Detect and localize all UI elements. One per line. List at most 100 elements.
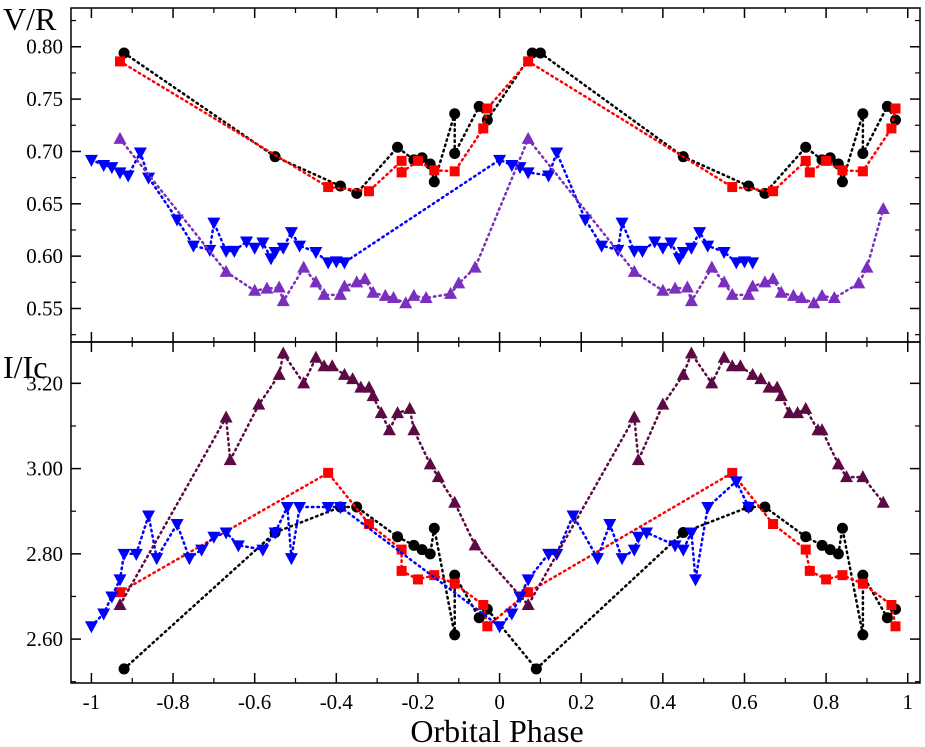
vr-point-triangle-down [717, 246, 731, 259]
ic-point-square [114, 587, 125, 598]
ic-point-square [482, 621, 493, 632]
vr-point-triangle-up [407, 288, 421, 301]
ic-point-circle [857, 569, 869, 581]
vr-point-triangle-down [219, 245, 233, 258]
ic-point-triangle-up [774, 389, 788, 402]
vr-point-circle [534, 47, 546, 59]
vr-point-triangle-up [260, 281, 274, 294]
vr-point-circle [449, 108, 461, 120]
ic-point-triangle-down [170, 519, 184, 532]
vr-point-triangle-up [297, 260, 311, 273]
ic-point-triangle-down [97, 608, 111, 621]
ic-point-triangle-down [231, 540, 245, 553]
vr-point-triangle-up [827, 291, 841, 304]
ic-point-triangle-down [603, 519, 617, 532]
vr-point-triangle-up [358, 272, 372, 285]
ic-point-square [323, 467, 334, 478]
vr-point-triangle-down [684, 242, 698, 255]
ic-point-triangle-up [374, 406, 388, 419]
vr-point-triangle-up [452, 276, 466, 289]
ic-point-triangle-up [815, 423, 829, 436]
vr-point-triangle-down [133, 147, 147, 160]
vr-point-triangle-up [386, 291, 400, 304]
ic-point-square [837, 570, 848, 581]
vr-point-triangle-up [705, 260, 719, 273]
vr-point-triangle-up [248, 283, 262, 296]
vr-point-triangle-up [419, 291, 433, 304]
vr-point-circle [118, 47, 130, 59]
ic-point-triangle-down [321, 501, 335, 514]
vr-ytick-label: 0.75 [26, 87, 63, 111]
ic-point-triangle-down [207, 531, 221, 544]
ic-point-triangle-down [84, 621, 98, 634]
ic-point-triangle-up [448, 495, 462, 508]
ic-series-line-1 [118, 471, 897, 629]
vr-ytick-label: 0.80 [26, 35, 63, 59]
ic-point-triangle-up [113, 597, 127, 610]
vr-point-triangle-up [444, 286, 458, 299]
ic-point-circle [836, 522, 848, 534]
vr-point-square [837, 165, 848, 176]
ic-point-triangle-up [762, 380, 776, 393]
ic-point-triangle-up [676, 367, 690, 380]
ic-point-circle [118, 663, 130, 675]
ic-point-circle [677, 527, 689, 539]
vr-point-triangle-down [615, 217, 629, 230]
ic-point-triangle-down [105, 591, 119, 604]
vr-point-triangle-down [248, 242, 262, 255]
vr-point-triangle-up [276, 294, 290, 307]
ic-xtick-label: -0.4 [320, 690, 354, 714]
ic-point-triangle-down [684, 527, 698, 540]
vr-point-triangle-down [84, 154, 98, 167]
vr-point-square [800, 155, 811, 166]
ic-point-square [727, 467, 738, 478]
ic-point-triangle-up [325, 359, 339, 372]
ic-point-triangle-up [272, 367, 286, 380]
vr-point-triangle-down [513, 162, 527, 175]
ic-point-square [523, 587, 534, 598]
vr-point-circle [857, 108, 869, 120]
ic-point-triangle-up [252, 397, 266, 410]
vr-point-triangle-up [860, 260, 874, 273]
ic-point-triangle-up [754, 372, 768, 385]
vr-point-triangle-down [113, 167, 127, 180]
vr-point-triangle-up [766, 272, 780, 285]
ic-xtick-label: 0.6 [731, 690, 757, 714]
ic-point-circle [428, 522, 440, 534]
ic-point-triangle-down [268, 527, 282, 540]
vr-point-triangle-down [627, 245, 641, 258]
ic-point-square [890, 621, 901, 632]
ic-point-triangle-down [280, 501, 294, 514]
ic-point-circle [816, 539, 828, 551]
ic-point-square [768, 519, 779, 530]
ic-point-triangle-up [431, 470, 445, 483]
ic-point-square [804, 565, 815, 576]
bottom-panel-intensity: 2.60 2.80 3.00 3.20 -1 -0.8 -0.6 -0.4 -0.2 0 0.2 0.… [3, 341, 921, 714]
vr-point-triangle-up [219, 264, 233, 277]
ic-xtick-label: 1 [903, 690, 914, 714]
vr-point-triangle-down [648, 236, 662, 249]
vr-point-square [821, 155, 832, 166]
ic-point-circle [392, 531, 404, 543]
ic-point-triangle-down [117, 548, 131, 561]
vr-point-triangle-down [105, 162, 119, 175]
vr-point-triangle-down [321, 257, 335, 270]
vr-point-circle [800, 141, 812, 153]
ic-point-circle [530, 663, 542, 675]
ic-point-triangle-up [403, 401, 417, 414]
ic-point-triangle-down [729, 476, 743, 489]
vr-point-triangle-down [746, 257, 760, 270]
ic-point-square [478, 599, 489, 610]
ic-point-triangle-up [276, 346, 290, 359]
vr-point-triangle-down [550, 147, 564, 160]
vr-point-square [114, 56, 125, 67]
ic-point-triangle-down [256, 544, 270, 557]
vr-point-circle [428, 176, 440, 188]
vr-point-circle [449, 148, 461, 160]
vr-point-triangle-up [521, 131, 535, 144]
vr-point-triangle-down [693, 227, 707, 240]
vr-point-triangle-down [121, 170, 135, 183]
ic-xtick-label: -0.8 [156, 690, 189, 714]
vr-point-triangle-down [578, 214, 592, 227]
ic-point-circle [416, 544, 428, 556]
